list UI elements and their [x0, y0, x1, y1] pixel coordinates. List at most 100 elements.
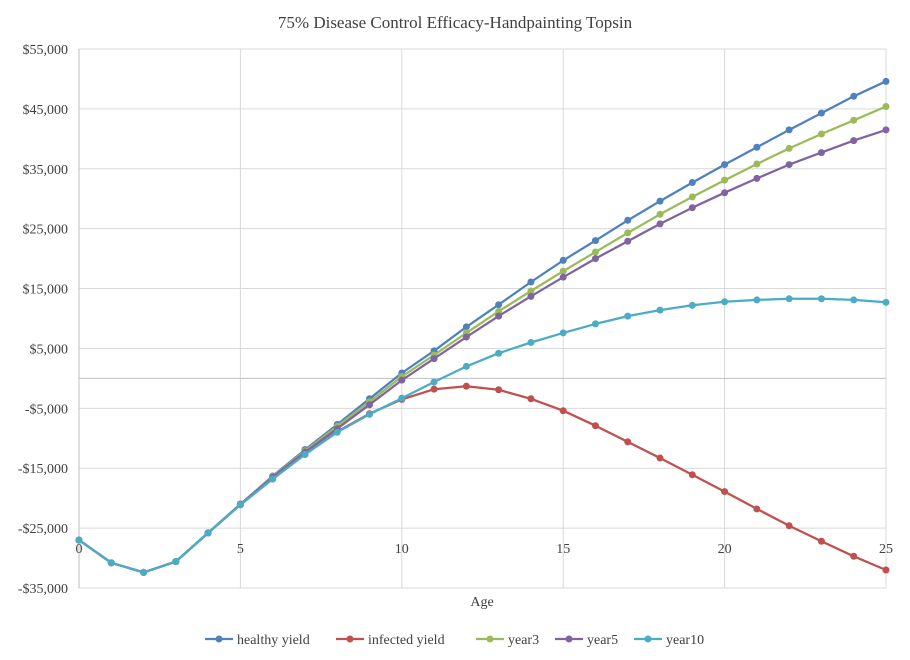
- legend-marker: [565, 635, 573, 643]
- data-point-year10: [172, 558, 180, 566]
- x-tick-label: 10: [395, 542, 409, 557]
- data-point-year5: [753, 174, 761, 182]
- chart-title: 75% Disease Control Efficacy-Handpaintin…: [278, 13, 633, 32]
- legend-marker: [346, 635, 354, 643]
- data-point-healthy-yield: [559, 256, 567, 264]
- data-point-year10: [204, 529, 212, 537]
- data-point-infected-yield: [753, 505, 761, 513]
- legend-item-healthy-yield: healthy yield: [205, 633, 310, 648]
- legend-item-year3: year3: [476, 633, 539, 648]
- x-tick-label: 0: [76, 542, 83, 557]
- data-point-year5: [624, 237, 632, 245]
- data-point-year10: [107, 559, 115, 567]
- data-point-year3: [591, 248, 599, 256]
- x-tick-label: 25: [879, 542, 893, 557]
- data-point-infected-yield: [495, 386, 503, 394]
- data-point-healthy-yield: [850, 92, 858, 100]
- data-point-healthy-yield: [495, 301, 503, 309]
- data-point-year5: [656, 220, 664, 228]
- data-point-healthy-yield: [688, 179, 696, 187]
- data-point-year10: [656, 306, 664, 314]
- data-point-year10: [398, 394, 406, 402]
- data-point-year5: [882, 126, 890, 134]
- data-point-year5: [495, 312, 503, 320]
- data-point-year3: [721, 176, 729, 184]
- data-point-infected-yield: [850, 552, 858, 560]
- legend-item-year5: year5: [555, 633, 618, 648]
- data-point-year10: [721, 298, 729, 306]
- x-tick-label: 15: [556, 542, 570, 557]
- data-point-healthy-yield: [721, 161, 729, 169]
- data-point-infected-yield: [559, 407, 567, 415]
- data-point-healthy-yield: [785, 126, 793, 134]
- data-point-year5: [366, 401, 374, 409]
- data-point-healthy-yield: [527, 278, 535, 286]
- y-tick-label: -$15,000: [18, 462, 68, 477]
- legend-marker: [215, 635, 223, 643]
- data-point-year5: [688, 204, 696, 212]
- x-tick-labels: 0 5 10 15 20 25: [76, 542, 894, 557]
- data-point-year3: [850, 116, 858, 124]
- legend-label: year3: [508, 633, 539, 648]
- data-point-infected-yield: [688, 471, 696, 479]
- data-point-infected-yield: [430, 385, 438, 393]
- y-tick-label: $55,000: [23, 43, 69, 58]
- data-point-year10: [591, 320, 599, 328]
- data-point-year5: [462, 333, 470, 341]
- legend-item-year10: year10: [634, 633, 704, 648]
- y-tick-label: -$5,000: [25, 402, 68, 417]
- data-point-healthy-yield: [656, 197, 664, 205]
- data-point-infected-yield: [624, 438, 632, 446]
- legend-item-infected-yield: infected yield: [336, 633, 445, 648]
- data-point-year10: [333, 428, 341, 436]
- data-point-year10: [236, 501, 244, 509]
- legend-label: year10: [666, 633, 704, 648]
- data-point-year5: [398, 376, 406, 384]
- y-tick-label: $45,000: [23, 103, 69, 118]
- data-point-year3: [527, 287, 535, 295]
- data-point-infected-yield: [591, 422, 599, 430]
- data-point-year3: [753, 160, 761, 168]
- series-line-year3: [78, 105, 887, 574]
- y-tick-label: -$35,000: [18, 582, 68, 597]
- data-point-year5: [559, 273, 567, 281]
- data-point-infected-yield: [882, 566, 890, 574]
- data-point-year5: [430, 355, 438, 363]
- data-point-year10: [882, 298, 890, 306]
- data-point-year5: [721, 189, 729, 197]
- data-point-year10: [366, 410, 374, 418]
- data-point-healthy-yield: [753, 143, 761, 151]
- data-point-year10: [624, 312, 632, 320]
- data-point-year3: [624, 229, 632, 237]
- data-point-year10: [817, 295, 825, 303]
- data-point-healthy-yield: [817, 109, 825, 117]
- y-tick-label: $25,000: [23, 223, 69, 238]
- data-point-year10: [140, 568, 148, 576]
- legend-marker: [486, 635, 494, 643]
- legend-label: year5: [587, 633, 618, 648]
- data-point-year5: [527, 292, 535, 300]
- data-point-year10: [462, 362, 470, 370]
- data-point-healthy-yield: [462, 323, 470, 331]
- data-point-year10: [430, 378, 438, 386]
- data-point-year3: [495, 307, 503, 315]
- series-line-year10: [78, 297, 887, 574]
- y-tick-label: -$25,000: [18, 522, 68, 537]
- data-point-year10: [559, 329, 567, 337]
- y-tick-labels: -$35,000 -$25,000 -$15,000 -$5,000 $5,000 $15…: [18, 43, 68, 597]
- data-point-year10: [850, 296, 858, 304]
- x-axis-label: Age: [470, 595, 493, 610]
- legend: healthy yield infected yield year3 year5 yea…: [205, 633, 704, 648]
- y-tick-label: $15,000: [23, 283, 69, 298]
- data-point-year5: [817, 149, 825, 157]
- data-point-infected-yield: [817, 537, 825, 545]
- data-point-year3: [817, 130, 825, 138]
- data-point-healthy-yield: [591, 237, 599, 245]
- y-tick-label: $5,000: [30, 342, 69, 357]
- data-point-year5: [591, 255, 599, 263]
- data-point-infected-yield: [785, 522, 793, 530]
- data-point-year10: [753, 296, 761, 304]
- data-point-year10: [785, 295, 793, 303]
- legend-label: infected yield: [368, 633, 445, 648]
